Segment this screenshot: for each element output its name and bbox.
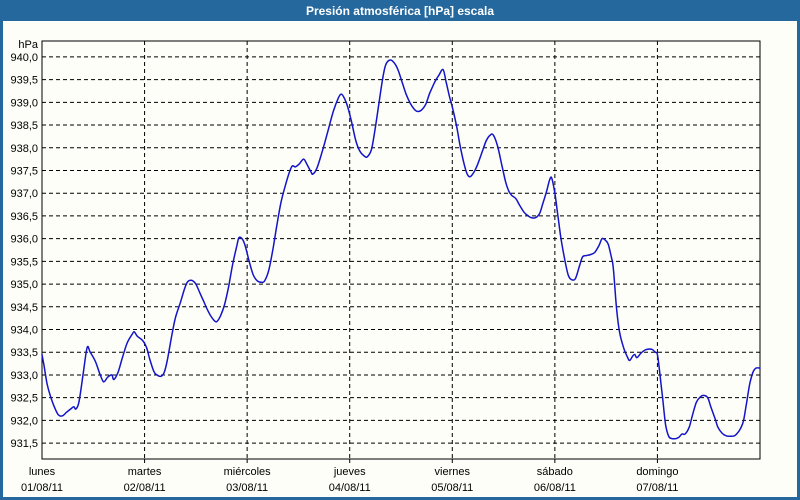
- x-tick-day-label: martes: [128, 466, 162, 478]
- y-tick-label: 938,0: [10, 143, 38, 155]
- y-tick-label: 940,0: [10, 52, 38, 64]
- x-tick-day-label: sábado: [537, 466, 573, 478]
- x-tick-date-label: 03/08/11: [226, 482, 268, 494]
- y-tick-label: 934,0: [10, 325, 38, 337]
- y-tick-label: 934,5: [10, 302, 38, 314]
- y-tick-label: 933,5: [10, 347, 38, 359]
- x-tick-day-label: lunes: [29, 466, 56, 478]
- x-tick-day-label: jueves: [333, 466, 366, 478]
- y-tick-label: 936,0: [10, 234, 38, 246]
- y-axis-unit-label: hPa: [18, 39, 38, 51]
- y-tick-label: 932,5: [10, 393, 38, 405]
- pressure-line-series: [41, 59, 761, 440]
- x-tick-day-label: miércoles: [224, 466, 272, 478]
- plot-border: [41, 40, 761, 460]
- y-tick-label: 931,5: [10, 438, 38, 450]
- y-tick-label: 935,5: [10, 256, 38, 268]
- y-tick-label: 938,5: [10, 120, 38, 132]
- x-tick-day-label: viernes: [435, 466, 471, 478]
- x-tick-date-label: 02/08/11: [124, 482, 166, 494]
- y-tick-label: 935,0: [10, 279, 38, 291]
- x-tick-day-label: domingo: [636, 466, 678, 478]
- y-tick-label: 932,0: [10, 415, 38, 427]
- x-tick-date-label: 01/08/11: [21, 482, 63, 494]
- x-tick-date-label: 07/08/11: [636, 482, 678, 494]
- y-tick-label: 933,0: [10, 370, 38, 382]
- x-tick-date-label: 04/08/11: [329, 482, 371, 494]
- y-tick-label: 939,5: [10, 75, 38, 87]
- x-tick-date-label: 06/08/11: [534, 482, 576, 494]
- y-tick-label: 939,0: [10, 97, 38, 109]
- y-tick-label: 937,0: [10, 188, 38, 200]
- y-tick-label: 936,5: [10, 211, 38, 223]
- window-title-bar: Presión atmosférica [hPa] escala: [0, 0, 800, 21]
- window-title: Presión atmosférica [hPa] escala: [305, 4, 495, 18]
- y-tick-label: 937,5: [10, 165, 38, 177]
- x-tick-date-label: 05/08/11: [431, 482, 473, 494]
